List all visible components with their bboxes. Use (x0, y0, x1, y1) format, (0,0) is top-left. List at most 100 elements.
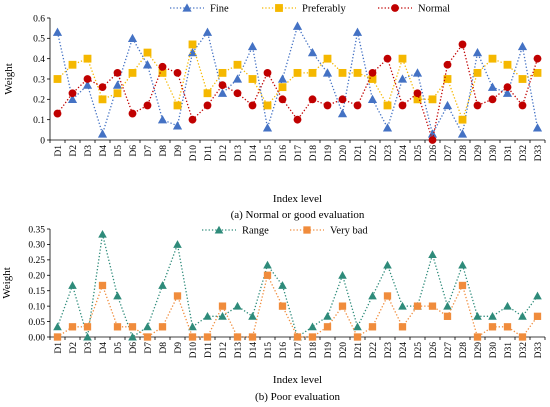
x-tick-label: D6 (129, 145, 139, 157)
x-tick-label: D32 (519, 145, 529, 162)
data-point-range (128, 332, 137, 341)
data-point-range (473, 312, 482, 320)
x-tick-label: D3 (84, 145, 94, 157)
x-tick-label: D1 (54, 145, 64, 157)
y-tick-label: 0.35 (28, 225, 45, 235)
x-tick-label: D1 (54, 342, 64, 354)
y-tick-label: 0.2 (33, 96, 45, 106)
data-point-very-bad (443, 312, 452, 320)
data-point-range (98, 229, 107, 238)
legend-label: Very bad (330, 226, 368, 237)
x-tick-label: D32 (519, 342, 529, 359)
data-point-normal (263, 68, 272, 77)
x-tick-label: D4 (99, 145, 109, 157)
y-tick-label: 0.1 (33, 116, 45, 126)
data-point-fine (307, 47, 318, 57)
data-point-range (158, 281, 167, 289)
data-point-normal (83, 75, 92, 83)
x-tick-label: D22 (369, 145, 379, 162)
data-point-range (278, 281, 287, 289)
data-point-fine (367, 94, 378, 104)
x-tick-label: D19 (324, 145, 334, 162)
chart-caption: (a) Normal or good evaluation (231, 209, 365, 221)
x-tick-label: D16 (279, 145, 289, 162)
x-tick-label: D5 (114, 342, 124, 354)
data-point-normal (338, 95, 347, 104)
data-point-range (263, 260, 272, 269)
y-tick-label: 0.5 (33, 35, 45, 45)
data-point-preferably (488, 54, 497, 63)
data-point-preferably (218, 68, 227, 77)
data-point-normal (383, 54, 392, 63)
legend-marker (303, 226, 311, 234)
legend-label: Normal (418, 4, 450, 15)
data-point-fine (157, 115, 168, 124)
data-point-preferably (308, 68, 317, 77)
data-point-normal (203, 101, 212, 110)
data-point-range (83, 332, 92, 341)
x-tick-label: D25 (414, 342, 424, 359)
y-tick-label: 0.20 (28, 272, 45, 282)
data-point-fine (472, 47, 483, 57)
chart-poor-evaluation: 0.00 0.05 0.10 0.15 0.20 0.25 0.30 0.35 D1 D2 D3 D4… (1, 225, 546, 403)
data-point-preferably (53, 75, 62, 83)
data-point-preferably (398, 54, 407, 63)
legend: Fine Preferably Normal (170, 3, 450, 15)
data-point-fine (532, 123, 543, 132)
data-point-normal (128, 109, 137, 118)
x-tick-label: D18 (309, 145, 319, 162)
y-tick-label: 0.10 (28, 302, 45, 312)
data-point-range (233, 301, 242, 310)
x-tick-label: D11 (204, 145, 214, 161)
y-axis-title: Weight (1, 267, 13, 299)
data-point-normal (113, 68, 122, 77)
data-point-preferably (143, 48, 152, 57)
data-point-normal (293, 115, 302, 124)
data-point-fine (397, 74, 408, 83)
data-point-fine (322, 68, 333, 77)
data-point-preferably (128, 68, 137, 77)
legend-label: Preferably (302, 4, 346, 15)
x-tick-label: D12 (219, 342, 229, 359)
y-axis-title: Weight (3, 63, 15, 95)
data-point-range (113, 291, 122, 300)
data-point-very-bad (158, 323, 167, 331)
data-point-range (443, 301, 452, 310)
legend-marker (391, 4, 399, 12)
data-point-fine (487, 82, 498, 91)
data-point-normal (503, 83, 512, 92)
data-point-range (458, 260, 467, 269)
data-point-very-bad (233, 333, 242, 341)
x-tick-label: D17 (294, 145, 304, 162)
x-tick-label: D12 (219, 145, 229, 162)
x-tick-label: D7 (144, 342, 154, 354)
x-tick-label: D10 (189, 342, 199, 359)
y-tick-label: 0.00 (28, 333, 45, 343)
data-point-very-bad (458, 281, 467, 290)
x-axis-title: Index level (273, 374, 322, 386)
x-tick-label: D22 (369, 342, 379, 359)
data-point-very-bad (503, 323, 512, 331)
y-tick-label: 0.25 (28, 256, 45, 266)
data-point-normal (413, 89, 422, 98)
data-point-range (398, 301, 407, 310)
data-point-normal (458, 40, 467, 49)
data-point-very-bad (188, 333, 197, 341)
data-point-very-bad (488, 323, 497, 331)
data-point-normal (308, 95, 317, 104)
data-point-fine (142, 60, 153, 69)
data-point-range (533, 291, 542, 300)
legend-label: Fine (210, 4, 229, 15)
x-tick-label: D27 (444, 342, 454, 359)
data-point-range (203, 312, 212, 320)
x-tick-label: D6 (129, 342, 139, 354)
data-point-normal (443, 60, 452, 69)
data-point-range (518, 312, 527, 320)
x-tick-label: D7 (144, 145, 154, 157)
x-tick-label: D15 (264, 342, 274, 359)
data-point-very-bad (398, 323, 407, 331)
x-tick-label: D9 (174, 145, 184, 157)
data-point-normal (428, 136, 437, 144)
data-point-normal (233, 89, 242, 98)
